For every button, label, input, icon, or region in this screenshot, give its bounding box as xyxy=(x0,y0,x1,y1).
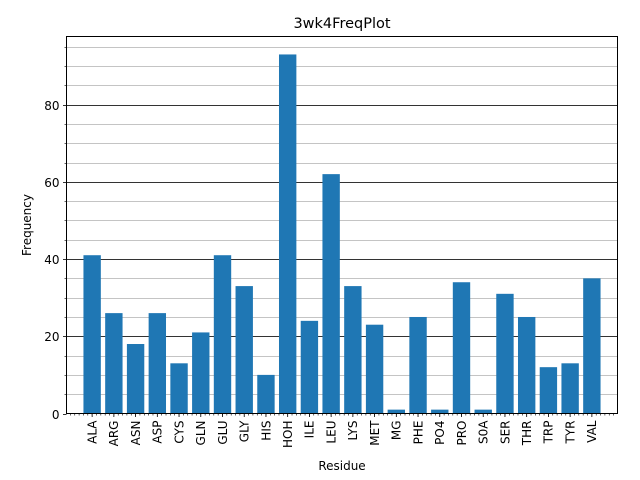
x-tick-label: SER xyxy=(498,421,512,445)
bar-s0a xyxy=(474,409,492,414)
y-axis-label: Frequency xyxy=(20,194,34,256)
y-tick-label: 80 xyxy=(44,99,59,113)
x-tick-label: HIS xyxy=(259,421,273,441)
x-tick-label: LYS xyxy=(346,421,360,441)
bar-mg xyxy=(387,409,406,414)
x-tick-label: GLN xyxy=(194,421,208,446)
y-tick-label: 40 xyxy=(44,253,59,267)
x-tick-label: VAL xyxy=(585,420,599,443)
bar-met xyxy=(365,324,384,414)
x-tick-label: ASN xyxy=(129,421,143,446)
bar-glu xyxy=(213,255,232,414)
x-axis-label: Residue xyxy=(318,459,365,473)
bar-ile xyxy=(300,320,319,414)
x-tick-label: THR xyxy=(520,421,534,447)
x-tick-label: HOH xyxy=(281,421,295,449)
bar-arg xyxy=(105,313,123,414)
x-tick-label: GLY xyxy=(238,420,252,442)
bar-asp xyxy=(148,313,167,414)
x-tick-label: GLU xyxy=(216,421,230,445)
bar-phe xyxy=(409,316,427,414)
x-tick-label: ILE xyxy=(303,421,317,439)
x-tick-label: TYR xyxy=(563,421,577,445)
x-tick-label: MET xyxy=(368,420,382,446)
bar-val xyxy=(583,278,601,414)
bar-asn xyxy=(126,344,145,414)
bar-lys xyxy=(344,286,362,414)
plot-frame xyxy=(66,36,618,414)
x-tick-label: CYS xyxy=(172,421,186,444)
x-tick-label: PRO xyxy=(455,421,469,446)
x-tick-label: ARG xyxy=(107,421,121,447)
bar-hoh xyxy=(278,54,297,414)
y-axis: 0 20 40 60 80 xyxy=(44,47,67,422)
bars-layer xyxy=(83,54,601,414)
x-tick-label: PO4 xyxy=(433,421,447,445)
bar-tyr xyxy=(561,363,579,414)
y-tick-label: 0 xyxy=(52,408,60,422)
y-tick-label: 20 xyxy=(44,330,59,344)
bar-gln xyxy=(192,332,210,414)
x-tick-label: LEU xyxy=(324,421,338,444)
chart-title: 3wk4FreqPlot xyxy=(293,16,390,32)
bar-leu xyxy=(322,174,340,414)
bar-gly xyxy=(235,286,253,414)
x-tick-label: S0A xyxy=(477,420,491,444)
x-axis: ALA ARG ASN ASP CYS GLN GLU GLY HIS HOH ILE LEU LYS M… xyxy=(70,413,614,449)
bar-ala xyxy=(83,255,101,414)
bar-thr xyxy=(517,316,536,414)
y-tick-label: 60 xyxy=(44,176,59,190)
bar-cys xyxy=(170,363,188,414)
bar-ser xyxy=(496,293,514,414)
x-tick-label: ALA xyxy=(85,420,99,444)
bar-his xyxy=(257,374,275,414)
bar-po4 xyxy=(431,409,449,414)
x-tick-label: TRP xyxy=(542,421,556,445)
bar-pro xyxy=(452,282,471,414)
x-tick-label: PHE xyxy=(411,421,425,445)
x-tick-label: ASP xyxy=(151,421,165,444)
bar-trp xyxy=(539,367,558,414)
x-tick-label: MG xyxy=(390,421,404,441)
